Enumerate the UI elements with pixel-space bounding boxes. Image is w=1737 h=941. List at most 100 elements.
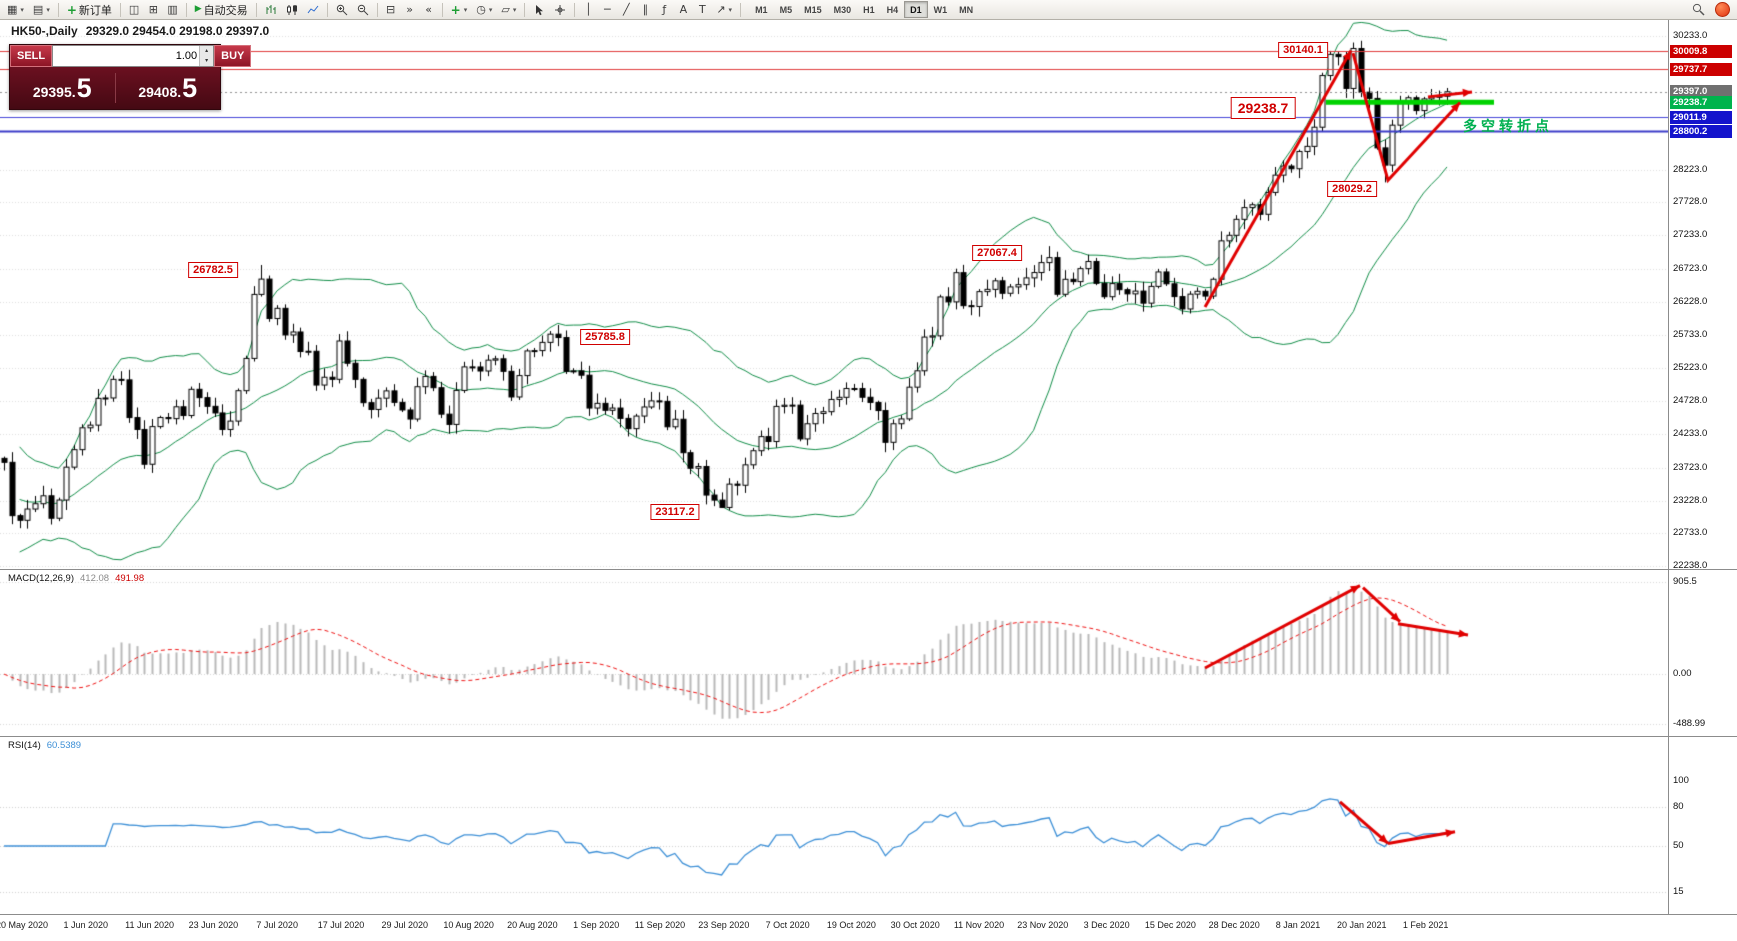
fibonacci-button[interactable]: ƒ <box>655 1 673 18</box>
time-axis-label: 20 Jan 2021 <box>1337 920 1387 930</box>
trendline-button[interactable]: ╱ <box>617 1 635 18</box>
chevron-down-icon: ▾ <box>463 5 468 14</box>
bar-chart-button[interactable] <box>261 1 281 18</box>
play-icon: ▶ <box>194 4 202 14</box>
timeframe-h1-button[interactable]: H1 <box>857 1 881 18</box>
buy-button[interactable]: BUY <box>214 45 252 67</box>
macd-indicator-label: MACD(12,26,9) 412.08 491.98 <box>8 573 150 584</box>
time-axis-label: 19 Oct 2020 <box>826 920 876 930</box>
candlestick-icon <box>286 4 297 15</box>
time-axis-label: 7 Jul 2020 <box>256 920 298 930</box>
macd-pane-canvas[interactable] <box>0 570 1668 737</box>
timeframe-m1-button[interactable]: M1 <box>749 1 774 18</box>
toolbar-separator <box>524 2 526 17</box>
price-axis-label: 23723.0 <box>1673 461 1708 473</box>
timeframe-mn-button[interactable]: MN <box>953 1 979 18</box>
notification-icon[interactable] <box>1715 2 1730 17</box>
indicators-button[interactable]: + ▾ <box>447 1 472 18</box>
crosshair-button[interactable] <box>550 1 570 18</box>
terminal-button[interactable]: ▥ <box>163 1 181 18</box>
sell-button[interactable]: SELL <box>10 45 53 67</box>
tile-windows-button[interactable]: ⊟ <box>382 1 400 18</box>
templates-button[interactable]: ▱ ▾ <box>497 1 520 18</box>
toolbar-separator <box>376 2 378 17</box>
rsi-axis-label: 80 <box>1673 801 1684 812</box>
zoom-out-button[interactable] <box>353 1 373 18</box>
search-button[interactable] <box>1688 1 1709 18</box>
horizontal-line-button[interactable]: ─ <box>598 1 616 18</box>
autotrading-button[interactable]: ▶ 自动交易 <box>191 1 252 18</box>
candlestick-chart-button[interactable] <box>282 1 302 18</box>
vertical-line-button[interactable]: │ <box>579 1 597 18</box>
new-order-button[interactable]: + 新订单 <box>63 1 116 18</box>
price-axis-label: 25223.0 <box>1673 362 1708 374</box>
cursor-button[interactable] <box>529 1 549 18</box>
price-tag: 30009.8 <box>1670 44 1732 58</box>
chart-price-flag[interactable]: 30140.1 <box>1278 42 1328 59</box>
chart-price-flag[interactable]: 28029.2 <box>1327 180 1377 197</box>
text-button[interactable]: A <box>674 1 692 18</box>
rsi-axis-label: 15 <box>1673 885 1684 897</box>
price-axis-label: 23228.0 <box>1673 494 1708 506</box>
timeframe-w1-button[interactable]: W1 <box>928 1 954 18</box>
price-axis[interactable]: 30233.0 28223.0 27728.0 27233.0 26723.0 26228… <box>1668 20 1737 941</box>
add-indicator-icon: + <box>450 2 461 17</box>
buy-price[interactable]: 29408. 5 <box>116 74 221 102</box>
auto-scroll-button[interactable]: » <box>401 1 419 18</box>
cursor-icon <box>536 4 544 15</box>
chart-price-flag[interactable]: 23117.2 <box>650 504 700 521</box>
volume-decrease-button[interactable]: ▾ <box>200 56 214 66</box>
timeframe-toolbar: M1 M5 M15 M30 H1 H4 D1 W1 MN <box>749 1 979 18</box>
macd-axis-label: -488.99 <box>1673 717 1706 729</box>
text-icon: A <box>679 3 688 16</box>
arrows-tool-button[interactable]: ↗ ▾ <box>712 1 736 18</box>
new-chart-button[interactable]: ▦ ▾ <box>3 1 28 18</box>
chart-price-flag[interactable]: 26782.5 <box>188 262 238 279</box>
text-label-icon: T <box>698 3 706 16</box>
sell-price[interactable]: 29395. 5 <box>10 74 115 102</box>
timeframe-m5-button[interactable]: M5 <box>774 1 799 18</box>
timeframe-d1-button[interactable]: D1 <box>904 1 928 18</box>
chart-shift-button[interactable]: « <box>420 1 438 18</box>
rsi-axis-label: 100 <box>1673 775 1689 786</box>
volume-box: ▴ ▾ <box>52 45 215 67</box>
periods-button[interactable]: ◷ ▾ <box>472 1 496 18</box>
chart-price-flag[interactable]: 29238.7 <box>1230 97 1296 120</box>
volume-input[interactable] <box>53 46 200 66</box>
market-watch-button[interactable]: ◫ <box>125 1 143 18</box>
ohlc-values: 29329.0 29454.0 29198.0 29397.0 <box>85 24 270 38</box>
time-axis-label: 23 Jun 2020 <box>188 920 239 930</box>
timeframe-m30-button[interactable]: M30 <box>828 1 858 18</box>
line-chart-button[interactable] <box>303 1 323 18</box>
timeframe-m15-button[interactable]: M15 <box>798 1 828 18</box>
chart-price-flag[interactable]: 25785.8 <box>580 328 630 345</box>
price-axis-label: 28223.0 <box>1673 163 1708 175</box>
chart-note[interactable]: 多空转折点 <box>1463 118 1553 135</box>
text-label-button[interactable]: T <box>693 1 711 18</box>
trade-panel-controls: SELL ▴ ▾ BUY <box>10 45 252 67</box>
trade-panel-quotes: 29395. 5 29408. 5 <box>10 67 220 109</box>
zoom-in-button[interactable] <box>332 1 352 18</box>
profiles-button[interactable]: ▤ ▾ <box>29 1 54 18</box>
rsi-pane-canvas[interactable] <box>0 737 1668 915</box>
new-order-icon: + <box>66 2 77 17</box>
bar-chart-icon <box>266 4 276 14</box>
pane-separator[interactable] <box>0 914 1737 915</box>
pane-separator[interactable] <box>0 736 1737 737</box>
toolbar-separator <box>441 2 443 17</box>
pane-separator[interactable] <box>0 569 1737 570</box>
volume-increase-button[interactable]: ▴ <box>200 46 214 56</box>
toolbar-separator <box>255 2 257 17</box>
time-axis-label: 23 Nov 2020 <box>1017 920 1069 930</box>
time-axis[interactable]: 20 May 2020 1 Jun 2020 11 Jun 2020 23 Jun 2… <box>0 915 1737 941</box>
price-chart-canvas[interactable] <box>0 20 1668 570</box>
fibonacci-icon: ƒ <box>662 3 667 16</box>
data-window-button[interactable]: ⊞ <box>144 1 162 18</box>
timeframe-h4-button[interactable]: H4 <box>881 1 905 18</box>
toolbar-separator <box>326 2 328 17</box>
toolbar-separator <box>574 2 576 17</box>
chart-price-flag[interactable]: 27067.4 <box>972 245 1022 262</box>
macd-signal-value: 491.98 <box>115 573 145 584</box>
arrow-tool-icon: ↗ <box>716 3 726 16</box>
equidistant-channel-button[interactable]: ∥ <box>636 1 654 18</box>
